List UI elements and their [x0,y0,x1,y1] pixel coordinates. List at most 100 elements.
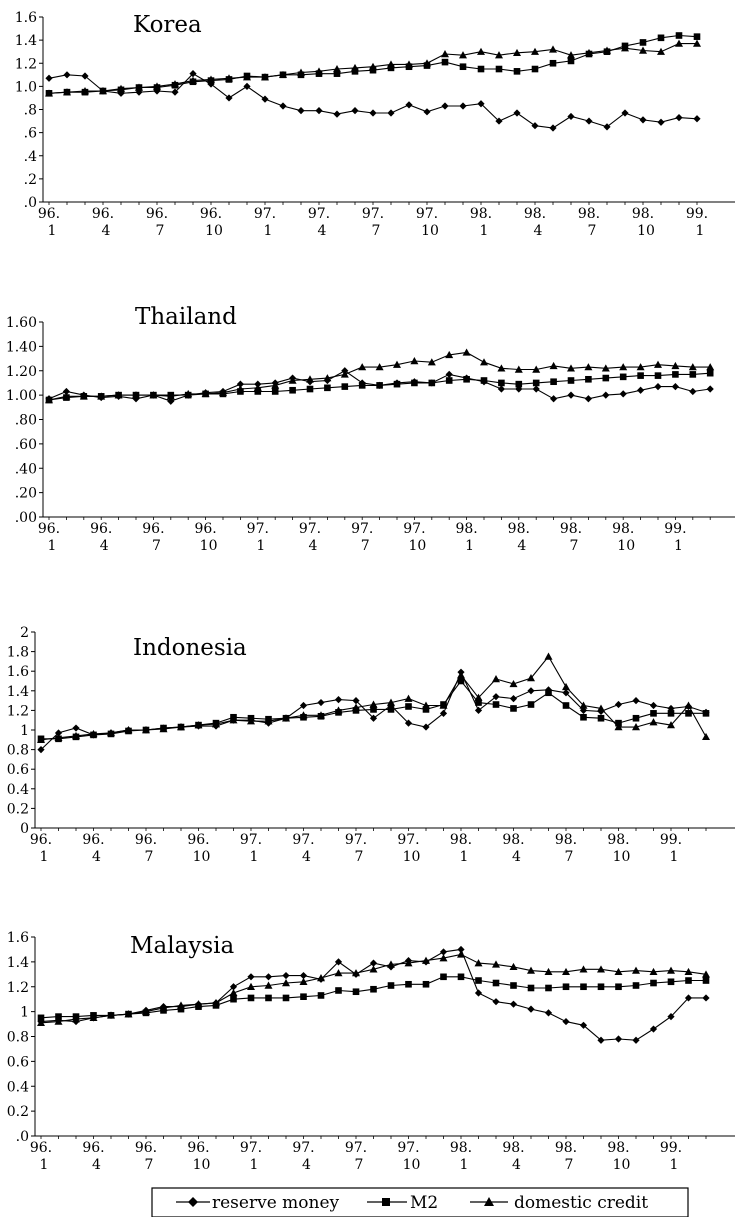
series-domestic-credit [45,39,701,97]
point-m2 [351,68,359,75]
series-line-domestic-credit [40,655,707,741]
point-reserve-money [532,385,540,393]
point-m2 [654,372,662,379]
x-tick-label-year: 96. [146,206,168,222]
point-reserve-money [153,87,161,95]
point-domestic-credit [544,967,553,976]
legend-item-domestic-credit: domestic credit [470,1193,648,1213]
point-domestic-credit [107,728,115,737]
point-domestic-credit [601,364,610,372]
point-m2 [335,987,342,994]
point-domestic-credit [549,45,557,53]
x-tick-label-year: 96. [30,1140,52,1156]
x-tick-label-month: 7 [372,223,381,239]
point-domestic-credit [639,46,647,54]
x-tick-label-month: 10 [421,223,439,239]
point-domestic-credit [477,47,485,55]
point-domestic-credit [667,721,675,729]
point-domestic-credit [579,965,588,973]
point-domestic-credit [72,1015,80,1023]
point-reserve-money [621,109,629,117]
x-tick-label-month: 7 [145,1157,154,1173]
x-tick-label-year: 98. [612,521,634,537]
point-reserve-money [135,88,143,96]
y-tick-label: 0.8 [7,1030,29,1046]
x-tick-label-year: 96. [92,206,114,222]
y-tick-label: 1.60 [6,315,37,331]
point-domestic-credit [497,364,506,372]
y-tick-label: 2 [20,625,29,641]
y-tick-label: .0 [16,1129,29,1145]
point-domestic-credit [621,44,629,52]
point-reserve-money [439,709,448,717]
x-tick-label-year: 98. [632,206,654,222]
x-tick-label-year: 97. [397,1140,419,1156]
point-domestic-credit [393,360,401,368]
point-reserve-money [684,994,693,1002]
point-m2 [459,63,467,71]
point-m2 [387,982,395,989]
point-m2 [562,983,570,991]
point-m2 [480,377,488,384]
y-tick-label: 1.40 [6,339,37,355]
point-domestic-credit [684,701,693,709]
point-domestic-credit [225,74,233,82]
point-domestic-credit [107,1011,115,1019]
x-tick-label-month: 10 [408,538,426,554]
point-domestic-credit [603,46,611,54]
x-tick-label-year: 96. [38,206,60,222]
point-m2 [672,371,679,378]
series-domestic-credit [37,652,710,743]
point-m2 [289,386,296,394]
point-m2 [597,714,605,722]
x-tick-label-year: 97. [240,832,262,848]
point-domestic-credit [439,701,448,709]
x-tick-label-year: 98. [470,206,492,222]
point-reserve-money [544,1009,553,1017]
x-tick-label-month: 4 [302,1157,311,1173]
point-reserve-money [492,998,500,1006]
x-tick-label-month: 4 [309,538,318,554]
point-domestic-credit [579,701,588,709]
series-m2 [37,973,710,1022]
point-domestic-credit [584,363,593,371]
point-domestic-credit [306,375,314,383]
point-reserve-money [509,695,518,703]
point-m2 [637,372,644,379]
point-domestic-credit [480,358,488,366]
x-tick-label-year: 96. [135,1140,157,1156]
x-tick-label-month: 4 [534,223,543,239]
x-tick-label-year: 97. [240,1140,262,1156]
point-reserve-money [445,370,453,379]
point-domestic-credit [531,47,539,55]
x-tick-label-month: 10 [617,538,635,554]
x-tick-label-year: 97. [345,832,367,848]
point-reserve-money [439,948,448,956]
x-tick-label-month: 1 [48,223,57,239]
point-reserve-money [171,88,179,96]
y-tick-label: 1.2 [15,56,37,72]
point-domestic-credit [97,392,106,400]
point-domestic-credit [124,1010,133,1018]
point-m2 [37,1014,45,1022]
point-reserve-money [247,973,255,981]
point-m2 [495,65,503,73]
point-domestic-credit [63,88,71,96]
point-m2 [387,64,395,72]
point-domestic-credit [288,376,297,384]
point-m2 [667,710,675,717]
point-reserve-money [657,118,665,126]
point-domestic-credit [159,1003,168,1012]
point-domestic-credit [567,51,575,59]
y-tick-label: 1.4 [7,684,29,700]
point-domestic-credit [62,392,71,400]
point-domestic-credit [247,982,255,990]
point-domestic-credit [79,392,88,400]
point-reserve-money [37,746,45,754]
x-tick-label-month: 1 [264,223,273,239]
point-m2 [675,32,683,39]
point-m2 [333,70,341,77]
point-m2 [475,977,482,984]
point-reserve-money [351,107,359,115]
point-reserve-money [531,122,539,130]
